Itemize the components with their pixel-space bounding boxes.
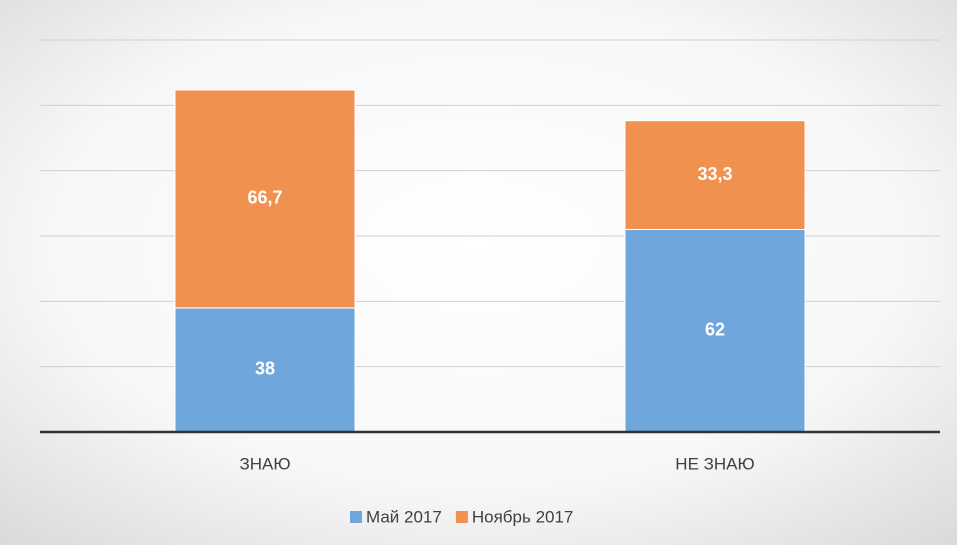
bar-segment [624, 120, 806, 230]
x-tick-label: НЕ ЗНАЮ [675, 454, 754, 473]
legend-label: Ноябрь 2017 [472, 507, 574, 526]
legend-swatch [350, 511, 362, 523]
legend-swatch [455, 511, 468, 523]
x-tick-label: ЗНАЮ [239, 454, 290, 473]
bar-segment [624, 228, 806, 433]
data-label: 38 [255, 359, 275, 379]
data-label: 33,3 [697, 164, 732, 184]
data-label: 62 [705, 319, 725, 339]
legend-label: Май 2017 [366, 507, 442, 526]
data-label: 66,7 [247, 188, 282, 208]
bar-segment [174, 89, 356, 309]
